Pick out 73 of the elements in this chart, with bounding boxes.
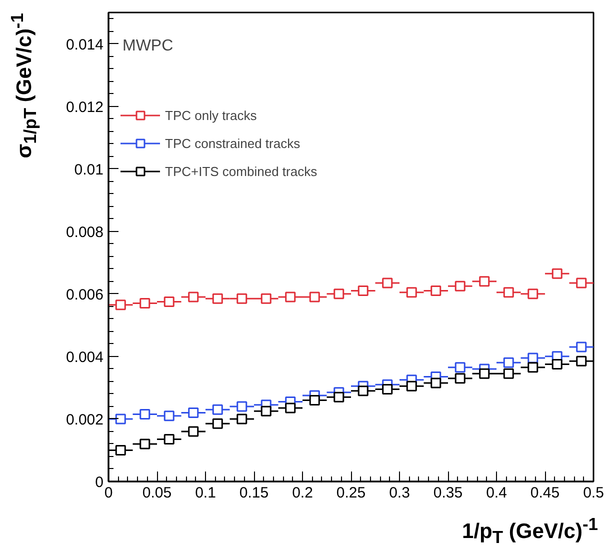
y-tick-label: 0 [95, 474, 104, 491]
point [115, 414, 126, 424]
point [503, 287, 514, 298]
point [430, 286, 442, 296]
point [236, 401, 248, 412]
point [140, 409, 150, 420]
point [552, 268, 562, 279]
point [528, 288, 538, 300]
point [430, 378, 442, 388]
point [576, 342, 587, 352]
x-tick-label: 0.3 [389, 484, 410, 502]
legend-label: TPC only tracks [165, 108, 257, 122]
point [115, 300, 126, 310]
point [334, 288, 344, 300]
point [285, 402, 296, 414]
y-tick-label: 0.012 [66, 98, 104, 116]
point [188, 426, 199, 437]
point [552, 359, 562, 370]
point [309, 394, 320, 406]
point [528, 362, 538, 373]
point [406, 287, 417, 298]
point [309, 292, 320, 302]
point [334, 392, 344, 402]
x-tick-label: 0.2 [292, 484, 313, 502]
point [115, 444, 126, 456]
y-tick-label: 0.01 [74, 161, 104, 178]
y-tick-label: 0.008 [66, 224, 104, 241]
y-tick-label: 0.006 [66, 286, 104, 304]
point [406, 380, 417, 392]
point [382, 384, 393, 395]
annotation: MWPC [122, 38, 174, 54]
x-tick-label: 0.5 [583, 484, 604, 502]
point [479, 276, 490, 287]
point [212, 293, 223, 304]
point [260, 293, 272, 304]
point [188, 407, 199, 418]
point [212, 404, 223, 415]
x-tick-label: 0.15 [239, 484, 269, 502]
x-tick-label: 0.25 [336, 484, 366, 502]
point [164, 296, 174, 307]
x-axis-title: 1/p$_{T}$ (GeV/c)$^{-1}$ [461, 513, 598, 545]
legend-label: TPC constrained tracks [165, 136, 300, 150]
x-tick-label: 0.45 [530, 484, 560, 502]
point [285, 292, 296, 302]
x-tick-label: 0.05 [142, 484, 172, 502]
point [503, 357, 514, 368]
point [576, 278, 587, 288]
legend-label: TPC+ITS combined tracks [165, 164, 318, 178]
point [454, 362, 466, 373]
point [140, 438, 150, 450]
point [358, 386, 368, 396]
y-tick-label: 0.002 [66, 411, 104, 428]
point [382, 278, 393, 288]
point [503, 368, 514, 379]
point [212, 418, 223, 429]
x-tick-label: 0.35 [433, 484, 463, 502]
x-tick-label: 0.1 [195, 484, 216, 502]
x-tick-label: 0.4 [486, 484, 507, 502]
point [358, 286, 368, 296]
point [576, 356, 587, 366]
y-tick-label: 0.014 [66, 36, 104, 54]
point [140, 298, 150, 309]
y-tick-label: 0.004 [66, 348, 104, 366]
point [528, 352, 538, 364]
point [454, 280, 466, 292]
point [454, 373, 466, 384]
point [236, 414, 248, 424]
point [188, 292, 199, 302]
point [164, 434, 174, 445]
point [164, 410, 174, 422]
point [260, 406, 272, 416]
point [479, 368, 490, 379]
point [236, 293, 248, 304]
